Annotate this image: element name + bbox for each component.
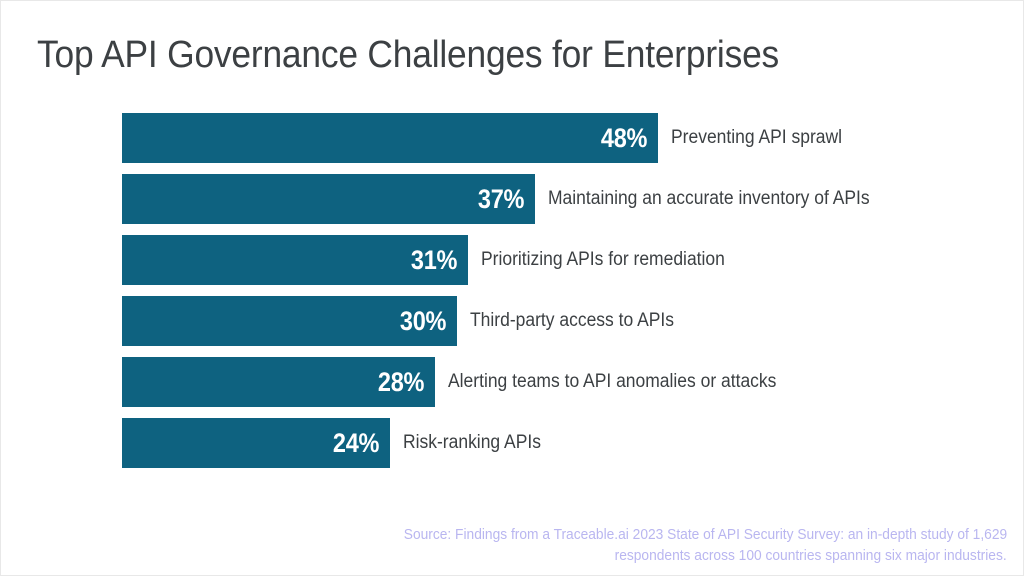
chart-bar-row: 30% Third-party access to APIs [1, 296, 1023, 346]
bar-prioritizing-remediation: 31% [122, 235, 468, 285]
bar-value-label: 31% [410, 244, 457, 275]
bar-category-label: Third-party access to APIs [470, 310, 675, 331]
bar-value-label: 28% [377, 366, 424, 397]
chart-bar-row: 48% Preventing API sprawl [1, 113, 1023, 163]
bar-third-party-access: 30% [122, 296, 457, 346]
bar-alerting-teams: 28% [122, 357, 435, 407]
bar-value-label: 48% [600, 122, 647, 153]
bar-value-label: 30% [399, 305, 446, 336]
bar-value-label: 24% [332, 427, 379, 458]
bar-category-label: Maintaining an accurate inventory of API… [548, 188, 870, 209]
chart-bar-row: 28% Alerting teams to API anomalies or a… [1, 357, 1023, 407]
bar-maintaining-inventory: 37% [122, 174, 535, 224]
source-note: Source: Findings from a Traceable.ai 202… [247, 525, 1007, 567]
chart-bar-row: 24% Risk-ranking APIs [1, 418, 1023, 468]
page-title: Top API Governance Challenges for Enterp… [37, 34, 780, 76]
bar-preventing-api-sprawl: 48% [122, 113, 658, 163]
bar-chart: 48% Preventing API sprawl 37% Maintainin… [1, 113, 1023, 493]
source-note-line-2: respondents across 100 countries spannin… [614, 548, 1007, 564]
chart-bar-row: 31% Prioritizing APIs for remediation [1, 235, 1023, 285]
bar-category-label: Alerting teams to API anomalies or attac… [448, 371, 777, 392]
source-note-line-1: Source: Findings from a Traceable.ai 202… [403, 527, 1007, 543]
bar-category-label: Preventing API sprawl [671, 127, 843, 148]
bar-risk-ranking-apis: 24% [122, 418, 390, 468]
bar-value-label: 37% [477, 183, 524, 214]
bar-category-label: Prioritizing APIs for remediation [481, 249, 725, 270]
chart-bar-row: 37% Maintaining an accurate inventory of… [1, 174, 1023, 224]
bar-category-label: Risk-ranking APIs [403, 432, 541, 453]
